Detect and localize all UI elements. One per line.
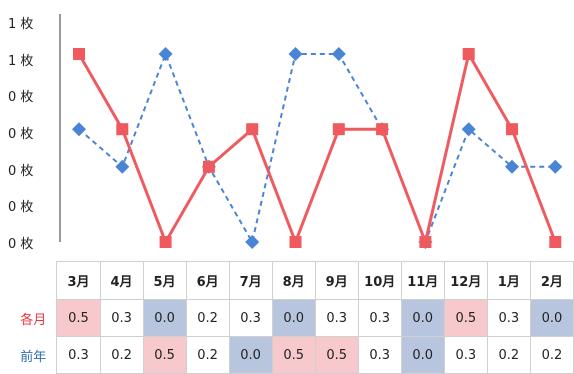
data-point-square: [549, 236, 562, 248]
data-point-diamond: [245, 235, 260, 249]
data-point-diamond: [331, 47, 346, 61]
table-cell: 0.0: [400, 336, 445, 374]
table-row-current: 各月 0.5 0.3 0.0 0.2 0.3 0.0 0.3 0.3 0.0 0…: [10, 299, 574, 337]
data-point-square: [462, 48, 475, 60]
y-tick-label: 0 枚: [8, 164, 33, 179]
data-point-diamond: [158, 47, 173, 61]
data-point-diamond: [115, 159, 130, 174]
data-table: 3月 4月 5月 6月 7月 8月 9月 10月 11月 12月 1月 2月 各…: [10, 261, 574, 374]
header-cell: 9月: [314, 261, 359, 300]
table-cell: 0.3: [443, 336, 488, 374]
table-row-previous-year: 前年 0.3 0.2 0.5 0.2 0.0 0.5 0.5 0.3 0.0 0…: [10, 336, 574, 374]
data-point-square: [116, 123, 129, 136]
table-cell: 0.0: [142, 299, 187, 337]
y-tick-label: 0 枚: [8, 127, 33, 142]
table-cell: 0.5: [56, 299, 101, 337]
table-cell: 0.5: [443, 299, 488, 337]
table-cell: 0.2: [99, 336, 144, 374]
table-cell: 0.0: [400, 299, 445, 337]
row-label-current: 各月: [20, 312, 47, 328]
table-cell: 0.5: [314, 336, 359, 374]
header-cell: 2月: [529, 261, 574, 300]
line-chart: 1 枚 1 枚 0 枚 0 枚 0 枚 0 枚 0 枚: [8, 14, 563, 252]
header-cell: 8月: [271, 261, 316, 300]
table-cell: 0.2: [529, 336, 574, 374]
data-point-diamond: [72, 122, 86, 137]
data-point-square: [246, 123, 259, 136]
header-cell: 12月: [443, 261, 488, 300]
y-tick-label: 0 枚: [8, 90, 33, 105]
table-cell: 0.2: [185, 299, 230, 337]
data-point-square: [332, 123, 345, 136]
data-point-diamond: [288, 47, 303, 61]
table-cell: 0.5: [271, 336, 316, 374]
data-point-square: [419, 236, 432, 248]
data-point-diamond: [461, 122, 476, 137]
series-current: [73, 48, 562, 248]
table-corner: [10, 262, 57, 300]
y-tick-label: 0 枚: [8, 200, 33, 215]
data-point-diamond: [505, 159, 519, 174]
series-layer: [72, 47, 563, 249]
table-cell: 0.2: [486, 336, 531, 374]
table-header-row: 3月 4月 5月 6月 7月 8月 9月 10月 11月 12月 1月 2月: [10, 261, 574, 300]
header-cell: 4月: [99, 261, 144, 300]
table-cell: 0.3: [56, 336, 101, 374]
table-cell: 0.3: [314, 299, 359, 337]
table-cell: 0.0: [228, 336, 273, 374]
row-label-previous-year: 前年: [20, 349, 47, 365]
header-cell: 6月: [185, 261, 230, 300]
header-cell: 7月: [228, 261, 273, 300]
y-tick-label: 0 枚: [8, 237, 33, 252]
header-cell: 11月: [400, 261, 445, 300]
series-previous-year: [72, 47, 563, 249]
data-point-square: [202, 160, 215, 173]
table-cell: 0.3: [357, 299, 402, 337]
data-point-square: [376, 123, 389, 136]
header-cell: 10月: [357, 261, 402, 300]
y-tick-label: 1 枚: [8, 54, 33, 69]
data-point-square: [506, 123, 518, 136]
header-cell: 1月: [486, 261, 531, 300]
header-cell: 5月: [142, 261, 187, 300]
table-cell: 0.5: [142, 336, 187, 374]
data-point-square: [73, 48, 85, 60]
data-point-square: [159, 236, 172, 248]
y-tick-label: 1 枚: [8, 17, 33, 32]
table-cell: 0.3: [486, 299, 531, 337]
table-cell: 0.0: [529, 299, 574, 337]
header-cell: 3月: [56, 261, 101, 300]
table-cell: 0.3: [99, 299, 144, 337]
table-cell: 0.2: [185, 336, 230, 374]
series-line: [77, 52, 557, 244]
table-cell: 0.3: [228, 299, 273, 337]
data-point-square: [289, 236, 302, 248]
table-cell: 0.0: [271, 299, 316, 337]
table-cell: 0.3: [357, 336, 402, 374]
y-axis-tick-labels: 1 枚 1 枚 0 枚 0 枚 0 枚 0 枚 0 枚: [8, 17, 33, 252]
data-point-diamond: [548, 159, 563, 174]
